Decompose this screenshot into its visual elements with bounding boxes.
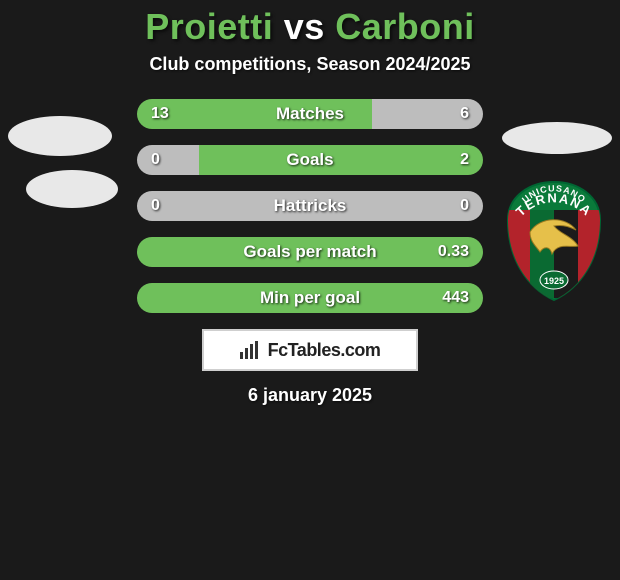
stat-bar-segment-left bbox=[137, 99, 372, 129]
stat-row: Matches136 bbox=[0, 99, 620, 129]
page-subtitle: Club competitions, Season 2024/2025 bbox=[0, 54, 620, 75]
bars-icon bbox=[240, 341, 262, 359]
stat-bar-segment-right bbox=[137, 237, 483, 267]
stat-bar: Hattricks00 bbox=[137, 191, 483, 221]
title-right: Carboni bbox=[335, 6, 475, 47]
stat-bar-segment-left bbox=[137, 145, 199, 175]
stat-bar: Goals02 bbox=[137, 145, 483, 175]
brand-badge: FcTables.com bbox=[202, 329, 418, 371]
date-line: 6 january 2025 bbox=[0, 385, 620, 406]
stat-row: Goals02 bbox=[0, 145, 620, 175]
stat-row: Goals per match0.33 bbox=[0, 237, 620, 267]
stat-bar-segment-right bbox=[372, 99, 483, 129]
stat-bar-segment-right bbox=[137, 283, 483, 313]
title-vs: vs bbox=[284, 6, 325, 47]
stat-bar-segment-right bbox=[310, 191, 483, 221]
stat-row: Min per goal443 bbox=[0, 283, 620, 313]
title-left: Proietti bbox=[145, 6, 273, 47]
brand-text: FcTables.com bbox=[268, 340, 381, 361]
comparison-card: Proietti vs Carboni Club competitions, S… bbox=[0, 0, 620, 406]
stat-row: Hattricks00 bbox=[0, 191, 620, 221]
stat-bar-segment-right bbox=[199, 145, 483, 175]
stat-bar-segment-left bbox=[137, 191, 310, 221]
stat-bar: Matches136 bbox=[137, 99, 483, 129]
stat-bar: Min per goal443 bbox=[137, 283, 483, 313]
stat-bar: Goals per match0.33 bbox=[137, 237, 483, 267]
page-title: Proietti vs Carboni bbox=[0, 6, 620, 48]
stat-bars: Matches136 Goals02 Hattricks00 Goals per ma… bbox=[0, 99, 620, 313]
